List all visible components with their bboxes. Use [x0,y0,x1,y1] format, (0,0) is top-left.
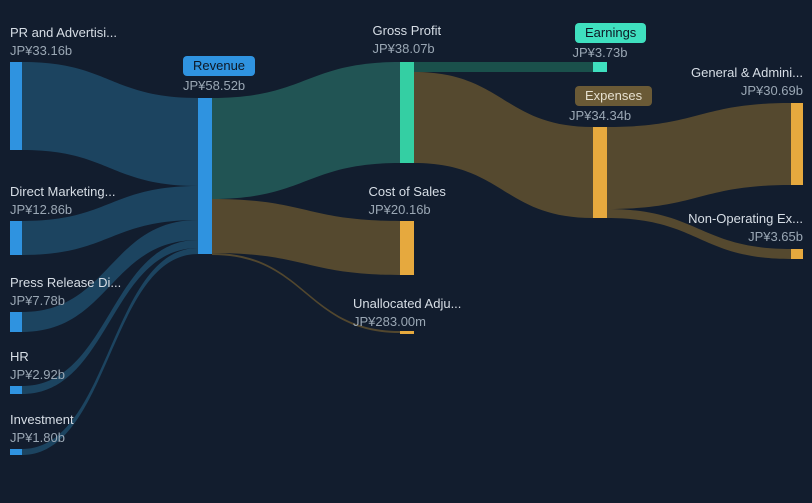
node-label-earnings: JP¥3.73b [573,44,628,62]
node-label-unalloc: Unallocated Adju...JP¥283.00m [353,295,461,330]
node-name-ga: General & Admini... [691,64,803,82]
node-label-prAdv: PR and Advertisi...JP¥33.16b [10,24,117,59]
node-name-directMk: Direct Marketing... [10,183,115,201]
node-value-expenses: JP¥34.34b [569,107,631,125]
flow-expenses-ga [607,103,791,209]
node-bar-hr[interactable] [10,386,22,394]
sankey-chart: PR and Advertisi...JP¥33.16b Direct Marke… [0,0,812,503]
pill-earnings: Earnings [575,23,646,43]
node-label-invest: InvestmentJP¥1.80b [10,411,74,446]
node-label-nonOp: Non-Operating Ex...JP¥3.65b [688,210,803,245]
node-value-directMk: JP¥12.86b [10,201,115,219]
node-label-press: Press Release Di...JP¥7.78b [10,274,121,309]
node-value-gross: JP¥38.07b [373,40,442,58]
node-value-invest: JP¥1.80b [10,429,74,447]
node-value-prAdv: JP¥33.16b [10,42,117,60]
node-label-expenses: JP¥34.34b [569,107,631,125]
node-name-cos: Cost of Sales [369,183,446,201]
node-label-directMk: Direct Marketing...JP¥12.86b [10,183,115,218]
node-name-unalloc: Unallocated Adju... [353,295,461,313]
node-label-cos: Cost of SalesJP¥20.16b [369,183,446,218]
node-name-prAdv: PR and Advertisi... [10,24,117,42]
node-bar-nonOp[interactable] [791,249,803,259]
node-bar-ga[interactable] [791,103,803,185]
node-bar-expenses[interactable] [593,127,607,218]
node-bar-unalloc[interactable] [400,331,414,334]
pill-revenue: Revenue [183,56,255,76]
node-value-unalloc: JP¥283.00m [353,313,461,331]
node-name-invest: Investment [10,411,74,429]
node-label-ga: General & Admini...JP¥30.69b [691,64,803,99]
node-value-hr: JP¥2.92b [10,366,65,384]
pill-expenses: Expenses [575,86,652,106]
node-name-hr: HR [10,348,65,366]
node-bar-earnings[interactable] [593,62,607,72]
node-bar-directMk[interactable] [10,221,22,255]
node-value-cos: JP¥20.16b [369,201,446,219]
node-label-gross: Gross ProfitJP¥38.07b [373,22,442,57]
node-label-revenue: JP¥58.52b [183,77,245,95]
node-value-ga: JP¥30.69b [691,82,803,100]
node-bar-invest[interactable] [10,449,22,455]
node-value-revenue: JP¥58.52b [183,77,245,95]
node-value-press: JP¥7.78b [10,292,121,310]
node-bar-gross[interactable] [400,62,414,163]
node-name-press: Press Release Di... [10,274,121,292]
node-bar-prAdv[interactable] [10,62,22,150]
node-name-nonOp: Non-Operating Ex... [688,210,803,228]
node-bar-press[interactable] [10,312,22,332]
node-name-gross: Gross Profit [373,22,442,40]
node-value-nonOp: JP¥3.65b [688,228,803,246]
node-label-hr: HRJP¥2.92b [10,348,65,383]
node-bar-revenue[interactable] [198,98,212,254]
node-bar-cos[interactable] [400,221,414,275]
flow-prAdv-revenue [22,62,198,186]
node-value-earnings: JP¥3.73b [573,44,628,62]
flow-gross-earnings [414,62,593,72]
